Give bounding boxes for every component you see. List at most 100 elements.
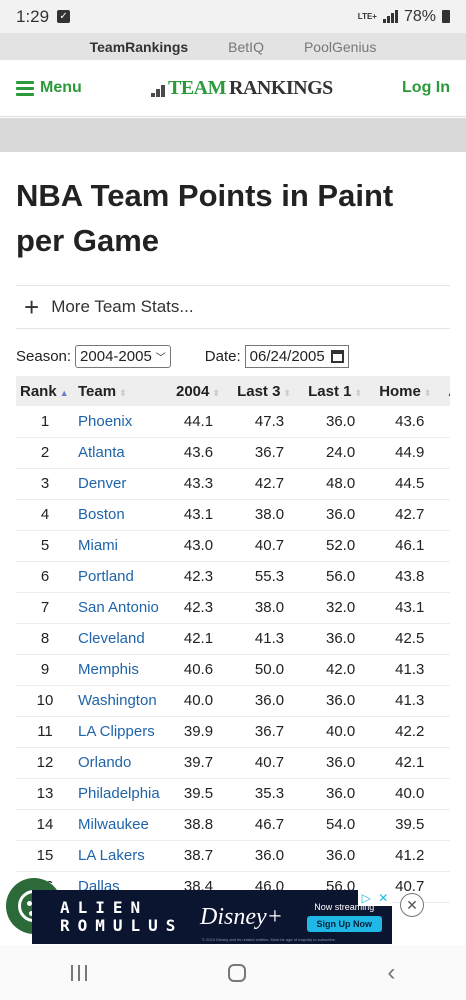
last-1-cell: 42.0 [304,654,376,686]
column-header-away[interactable]: A [444,376,450,406]
logo-text-rankings: RANKINGS [229,76,333,99]
season-value-cell: 42.3 [172,592,234,624]
team-link[interactable]: Cleveland [74,623,172,655]
column-header-home[interactable]: Home ⬍ [375,376,445,406]
rank-cell: 14 [16,809,74,841]
more-team-stats-toggle[interactable]: + More Team Stats... [16,285,450,329]
away-cell [444,778,450,810]
rank-cell: 9 [16,654,74,686]
site-logo[interactable]: TEAM RANKINGS [151,77,333,100]
season-label: Season: [16,348,72,365]
recent-apps-icon[interactable] [70,964,87,981]
away-cell [444,716,450,748]
date-input[interactable]: 06/24/2005 [244,345,349,368]
last-1-cell: 36.0 [304,840,376,872]
last-1-cell: 54.0 [304,809,376,841]
team-link[interactable]: Orlando [74,747,172,779]
stats-table-wrapper[interactable]: Rank ▲ Team ⬍ 2004 ⬍ Last 3 ⬍ Last 1 ⬍ Home ⬍ … [16,368,450,903]
last-1-cell: 56.0 [304,561,376,593]
home-cell: 43.1 [375,592,445,624]
away-cell [444,530,450,562]
back-icon[interactable]: ‹ [387,958,396,986]
last-1-cell: 36.0 [304,747,376,779]
season-value-cell: 43.3 [172,468,234,500]
season-value: 2004-2005 [80,348,152,365]
team-link[interactable]: Phoenix [74,406,172,438]
rank-cell: 4 [16,499,74,531]
last-3-cell: 38.0 [233,592,305,624]
home-cell: 42.1 [375,747,445,779]
team-link[interactable]: LA Clippers [74,716,172,748]
team-link[interactable]: Atlanta [74,437,172,469]
season-select[interactable]: 2004-2005 ﹀ [75,345,171,368]
table-row: 3 Denver 43.3 42.7 48.0 44.5 [16,468,450,500]
table-row: 4 Boston 43.1 38.0 36.0 42.7 [16,499,450,531]
team-link[interactable]: Miami [74,530,172,562]
column-header-2004[interactable]: 2004 ⬍ [172,376,234,406]
rank-cell: 3 [16,468,74,500]
ad-choices-icon[interactable]: ▷ [361,891,371,905]
bottom-ad-banner[interactable]: ALIEN ROMULUS Disney+ Now streaming Sign… [32,890,392,944]
last-1-cell: 40.0 [304,716,376,748]
site-link-teamrankings[interactable]: TeamRankings [89,38,189,55]
away-cell [444,406,450,438]
ad-choices[interactable]: ▷ ✕ [358,890,392,906]
column-header-rank[interactable]: Rank ▲ [16,376,74,406]
last-3-cell: 36.0 [233,840,305,872]
column-header-last-3[interactable]: Last 3 ⬍ [233,376,305,406]
away-cell [444,840,450,872]
ad-close-x-icon[interactable]: ✕ [378,891,389,905]
last-3-cell: 35.3 [233,778,305,810]
rank-cell: 10 [16,685,74,717]
last-1-cell: 36.0 [304,685,376,717]
calendar-icon[interactable] [330,350,344,363]
sort-asc-icon: ▲ [59,387,69,398]
home-icon[interactable] [227,963,246,982]
away-cell [444,685,450,717]
table-row: 13 Philadelphia 39.5 35.3 36.0 40.0 [16,778,450,810]
team-link[interactable]: Washington [74,685,172,717]
table-row: 2 Atlanta 43.6 36.7 24.0 44.9 [16,437,450,469]
close-ad-button[interactable]: ✕ [400,893,424,917]
login-link[interactable]: Log In [402,79,450,96]
season-value-cell: 40.0 [172,685,234,717]
season-value-cell: 39.7 [172,747,234,779]
rank-cell: 11 [16,716,74,748]
table-row: 14 Milwaukee 38.8 46.7 54.0 39.5 [16,809,450,841]
season-value-cell: 44.1 [172,406,234,438]
season-value-cell: 42.3 [172,561,234,593]
table-row: 9 Memphis 40.6 50.0 42.0 41.3 [16,654,450,686]
last-3-cell: 50.0 [233,654,305,686]
column-header-last-1[interactable]: Last 1 ⬍ [304,376,376,406]
away-cell [444,623,450,655]
ad-signup-button[interactable]: Sign Up Now [306,916,382,932]
home-cell: 41.2 [375,840,445,872]
network-type: LTE+ [357,11,377,21]
team-link[interactable]: San Antonio [74,592,172,624]
last-3-cell: 46.7 [233,809,305,841]
team-link[interactable]: Philadelphia [74,778,172,810]
team-link[interactable]: Boston [74,499,172,531]
rank-cell: 13 [16,778,74,810]
table-header-row: Rank ▲ Team ⬍ 2004 ⬍ Last 3 ⬍ Last 1 ⬍ Home ⬍ … [16,376,450,406]
season-value-cell: 39.5 [172,778,234,810]
away-cell [444,499,450,531]
site-link-poolgenius[interactable]: PoolGenius [303,38,377,55]
logo-text-team: TEAM [168,76,227,99]
column-header-team[interactable]: Team ⬍ [74,376,172,406]
team-link[interactable]: Milwaukee [74,809,172,841]
site-link-betiq[interactable]: BetIQ [228,38,264,55]
last-1-cell: 36.0 [304,499,376,531]
away-cell [444,871,450,903]
team-link[interactable]: Portland [74,561,172,593]
last-3-cell: 55.3 [233,561,305,593]
home-cell: 41.3 [375,654,445,686]
team-link[interactable]: LA Lakers [74,840,172,872]
ad-brand-alien: ALIEN ROMULUS [60,898,184,935]
menu-label: Menu [40,79,82,96]
rank-cell: 15 [16,840,74,872]
team-link[interactable]: Memphis [74,654,172,686]
menu-button[interactable]: Menu [16,79,82,97]
team-link[interactable]: Denver [74,468,172,500]
main-content: NBA Team Points in Paint per Game + More… [0,173,466,903]
